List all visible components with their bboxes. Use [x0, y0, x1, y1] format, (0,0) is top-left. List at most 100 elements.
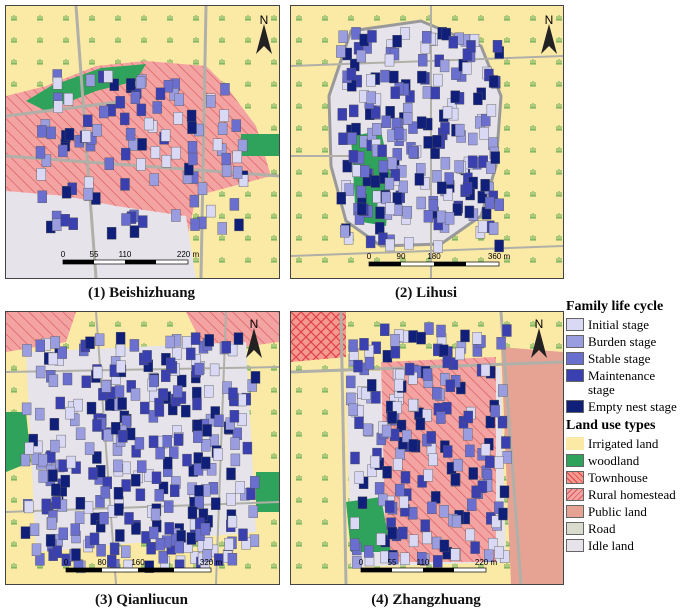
household-marker — [224, 537, 234, 551]
household-marker — [204, 334, 214, 347]
family-stage-label: Empty nest stage — [588, 399, 677, 414]
household-marker — [408, 534, 419, 548]
household-marker — [436, 324, 446, 338]
household-marker — [338, 132, 348, 145]
household-marker — [342, 159, 352, 173]
household-marker — [468, 467, 478, 480]
household-marker — [47, 516, 57, 530]
svg-text:180: 180 — [427, 252, 441, 261]
household-marker — [187, 121, 197, 134]
household-marker — [206, 462, 217, 476]
household-marker — [477, 220, 488, 234]
map-panel-zhangzhuang: N 0 55 110 220 m — [290, 311, 564, 585]
household-marker — [359, 33, 369, 47]
household-marker — [451, 67, 461, 80]
household-marker — [121, 213, 131, 226]
household-marker — [350, 451, 360, 465]
household-marker — [392, 458, 403, 471]
household-marker — [115, 332, 126, 345]
household-marker — [392, 35, 402, 48]
household-marker — [340, 225, 350, 238]
map-zhangzhuang: N 0 55 110 220 m — [291, 312, 563, 584]
svg-text:80: 80 — [98, 558, 107, 567]
household-marker — [424, 322, 434, 335]
household-marker — [176, 530, 186, 543]
north-arrow-icon: N — [246, 317, 262, 358]
household-marker — [173, 433, 184, 446]
household-marker — [232, 150, 242, 164]
household-marker — [213, 553, 224, 566]
household-marker — [229, 198, 240, 211]
household-marker — [209, 363, 220, 377]
household-marker — [35, 339, 45, 352]
svg-text:320 m: 320 m — [200, 558, 223, 567]
household-marker — [494, 239, 504, 253]
household-marker — [118, 430, 128, 443]
household-marker — [370, 106, 381, 119]
household-marker — [423, 469, 433, 482]
household-marker — [398, 526, 408, 540]
household-marker — [348, 339, 358, 352]
household-markers — [35, 69, 249, 240]
household-marker — [61, 185, 72, 199]
land-use-swatch — [566, 505, 584, 518]
household-marker — [116, 360, 126, 373]
household-marker — [462, 428, 473, 441]
household-marker — [230, 437, 240, 450]
household-marker — [169, 446, 179, 459]
household-marker — [365, 235, 376, 249]
household-marker — [120, 147, 131, 161]
map-panel-lihusi: N 0 90 180 360 m — [290, 5, 564, 279]
land-use-label: woodland — [588, 453, 640, 468]
household-marker — [62, 372, 73, 386]
caption-zhangzhuang: (4) Zhangzhuang — [371, 592, 481, 608]
household-marker — [35, 407, 45, 421]
household-marker — [52, 545, 62, 559]
household-marker — [416, 196, 427, 210]
household-marker — [384, 177, 395, 190]
household-marker — [213, 448, 223, 461]
household-marker — [192, 397, 202, 411]
household-marker — [354, 471, 364, 485]
household-marker — [393, 378, 404, 392]
family-stage-label: Burden stage — [588, 334, 657, 349]
household-marker — [416, 551, 427, 565]
household-marker — [103, 428, 113, 442]
household-marker — [385, 500, 395, 513]
legend-family-title: Family life cycle — [566, 299, 664, 314]
household-marker — [220, 83, 230, 96]
land-use-label: Rural homestead — [588, 487, 676, 502]
household-marker — [364, 357, 375, 370]
family-stage-swatch — [566, 369, 584, 382]
household-marker — [494, 546, 504, 559]
household-marker — [250, 476, 260, 489]
household-marker — [357, 202, 367, 216]
household-marker — [190, 332, 201, 345]
household-marker — [83, 501, 94, 514]
household-marker — [109, 78, 119, 91]
household-marker — [450, 472, 461, 486]
land-use-label: Idle land — [588, 538, 634, 553]
household-marker — [456, 381, 466, 395]
household-marker — [344, 183, 354, 196]
household-marker — [462, 62, 472, 75]
household-marker — [440, 122, 450, 135]
household-marker — [392, 401, 402, 414]
household-marker — [155, 446, 165, 460]
household-marker — [188, 152, 198, 166]
household-marker — [70, 523, 81, 536]
household-marker — [337, 108, 347, 121]
household-marker — [371, 123, 382, 136]
household-marker — [352, 556, 362, 569]
household-marker — [41, 498, 51, 512]
household-marker — [460, 329, 470, 343]
household-marker — [92, 366, 103, 379]
household-marker — [63, 92, 74, 106]
land-use-swatch — [566, 539, 584, 552]
family-stage-legend-item: Maintenance stage — [566, 369, 684, 397]
household-marker — [186, 109, 197, 123]
svg-text:N: N — [545, 13, 554, 27]
household-marker — [370, 175, 381, 188]
household-marker — [382, 350, 393, 363]
household-marker — [404, 362, 415, 376]
